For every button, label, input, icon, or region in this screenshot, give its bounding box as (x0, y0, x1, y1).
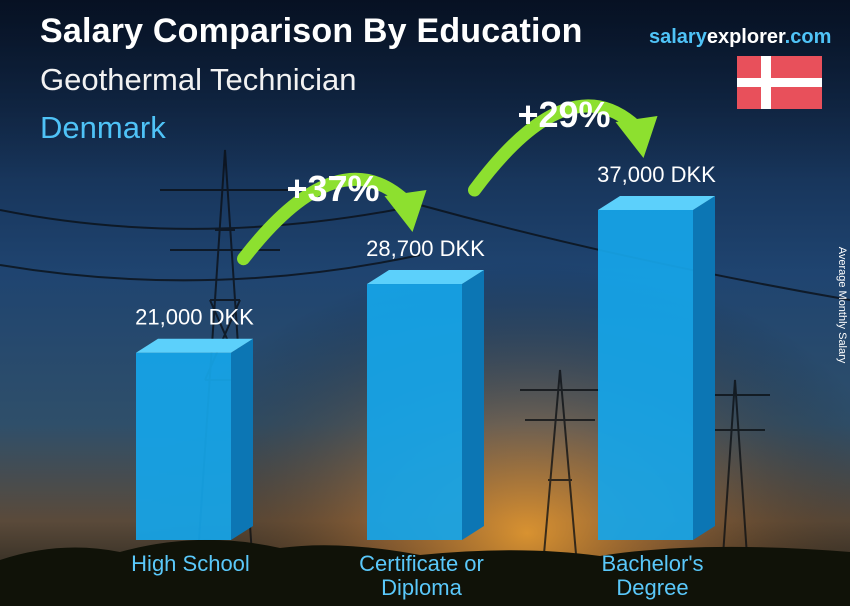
country-name: Denmark (40, 110, 166, 145)
category-label: Diploma (381, 575, 462, 600)
value-label: 21,000 DKK (135, 305, 254, 330)
bar-top (598, 196, 715, 210)
page-title: Salary Comparison By Education (40, 12, 583, 50)
bar (367, 284, 462, 540)
site-logo-link[interactable]: salaryexplorer.com (649, 26, 831, 49)
flag-cross-horizontal (737, 78, 822, 87)
bar-side (462, 270, 484, 540)
denmark-flag-icon (737, 56, 822, 109)
bar-top (136, 338, 253, 353)
category-label: Certificate or (359, 551, 484, 576)
bar-side (231, 338, 253, 540)
increase-arrow (468, 99, 646, 197)
increase-label: +29% (517, 94, 610, 135)
increase-arrow-head (615, 116, 658, 158)
category-label: High School (131, 551, 250, 576)
value-label: 37,000 DKK (597, 162, 716, 187)
category-label: Degree (616, 575, 688, 600)
category-label: Bachelor's (601, 551, 703, 576)
increase-arrow-head (384, 190, 427, 233)
salary-bar-chart: 21,000 DKK High School 28,700 DKK Certifica… (131, 94, 716, 600)
site-name-part: .com (784, 26, 832, 48)
site-name-part: explorer (706, 26, 785, 48)
site-name-part: salary (649, 26, 707, 48)
bar-side (693, 196, 715, 540)
y-axis-label: Average Monthly Salary (836, 246, 848, 364)
value-label: 28,700 DKK (366, 236, 485, 261)
job-title: Geothermal Technician (40, 62, 357, 97)
bar-top (367, 270, 484, 285)
bar (598, 210, 693, 540)
increase-label: +37% (286, 168, 379, 209)
increase-arrow (237, 172, 415, 266)
bar (136, 352, 231, 540)
